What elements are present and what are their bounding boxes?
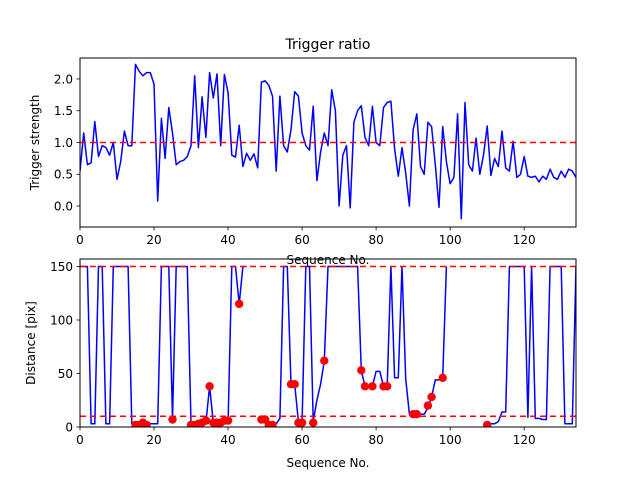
top-x-tick-label: 120: [513, 233, 536, 247]
detection-marker: [309, 418, 318, 427]
top-y-tick-label: 0.0: [54, 199, 73, 213]
bottom-y-tick-label: 150: [50, 260, 73, 274]
top-y-tick-label: 1.5: [54, 104, 73, 118]
detection-marker: [423, 401, 433, 410]
detection-marker: [360, 382, 370, 391]
detection-marker: [438, 373, 447, 382]
top-x-axis: 0 20 40 60 80 100 120: [76, 227, 536, 247]
top-y-axis: 0.0 0.5 1.0 1.5 2.0: [54, 72, 80, 213]
detection-marker: [357, 366, 366, 375]
bottom-y-axis: 0 50 100 150: [50, 260, 80, 434]
bottom-x-tick-label: 40: [220, 433, 235, 447]
detection-marker: [142, 420, 151, 427]
top-y-tick-label: 0.5: [54, 168, 73, 182]
detection-marker: [320, 356, 329, 365]
top-x-tick-label: 40: [220, 233, 235, 247]
top-x-axis-label: Sequence No.: [287, 253, 370, 267]
top-chart-title: Trigger ratio: [284, 37, 370, 53]
top-x-tick-label: 0: [76, 233, 84, 247]
bottom-x-tick-label: 100: [439, 433, 462, 447]
detection-marker: [223, 416, 233, 425]
detection-marker: [412, 410, 421, 419]
bottom-y-axis-label: Distance [pix]: [24, 301, 38, 385]
top-y-tick-label: 2.0: [54, 72, 73, 86]
detection-marker: [205, 382, 214, 391]
bottom-x-tick-label: 120: [513, 433, 536, 447]
trigger-ratio-panel: Trigger ratio 0 20 40 60 80 100 120 0.0 0.5 1.0 1…: [28, 37, 577, 267]
bottom-axes-frame: [79, 258, 577, 428]
bottom-y-tick-label: 100: [50, 313, 73, 327]
top-plot-area: [80, 63, 576, 220]
detection-marker: [368, 382, 377, 391]
top-x-tick-label: 80: [368, 233, 383, 247]
top-x-tick-label: 100: [439, 233, 462, 247]
top-x-tick-label: 60: [294, 233, 309, 247]
bottom-x-tick-label: 20: [146, 433, 161, 447]
top-x-tick-label: 20: [146, 233, 161, 247]
top-y-axis-label: Trigger strength: [28, 95, 42, 192]
detection-marker: [168, 415, 177, 424]
distance-panel: 0 20 40 60 80 100 120 0 50 100 150 Sequence No. D…: [24, 258, 577, 470]
trigger-strength-line: [80, 63, 576, 220]
bottom-y-tick-label: 0: [65, 420, 73, 434]
detection-marker: [383, 382, 392, 391]
bottom-x-tick-label: 80: [368, 433, 383, 447]
top-y-tick-label: 1.0: [54, 136, 73, 150]
bottom-x-tick-label: 0: [76, 433, 84, 447]
bottom-x-axis-label: Sequence No.: [287, 456, 370, 470]
detection-marker: [297, 418, 307, 427]
detection-marker: [290, 380, 299, 389]
detection-marker: [268, 420, 277, 427]
detection-marker: [483, 420, 492, 427]
bottom-x-axis: 0 20 40 60 80 100 120: [76, 427, 536, 447]
bottom-plot-area: [80, 265, 576, 427]
bottom-x-tick-label: 60: [294, 433, 309, 447]
bottom-y-tick-label: 50: [58, 367, 73, 381]
detection-marker: [235, 299, 244, 309]
detection-marker: [201, 416, 211, 425]
detection-marker: [427, 392, 436, 402]
